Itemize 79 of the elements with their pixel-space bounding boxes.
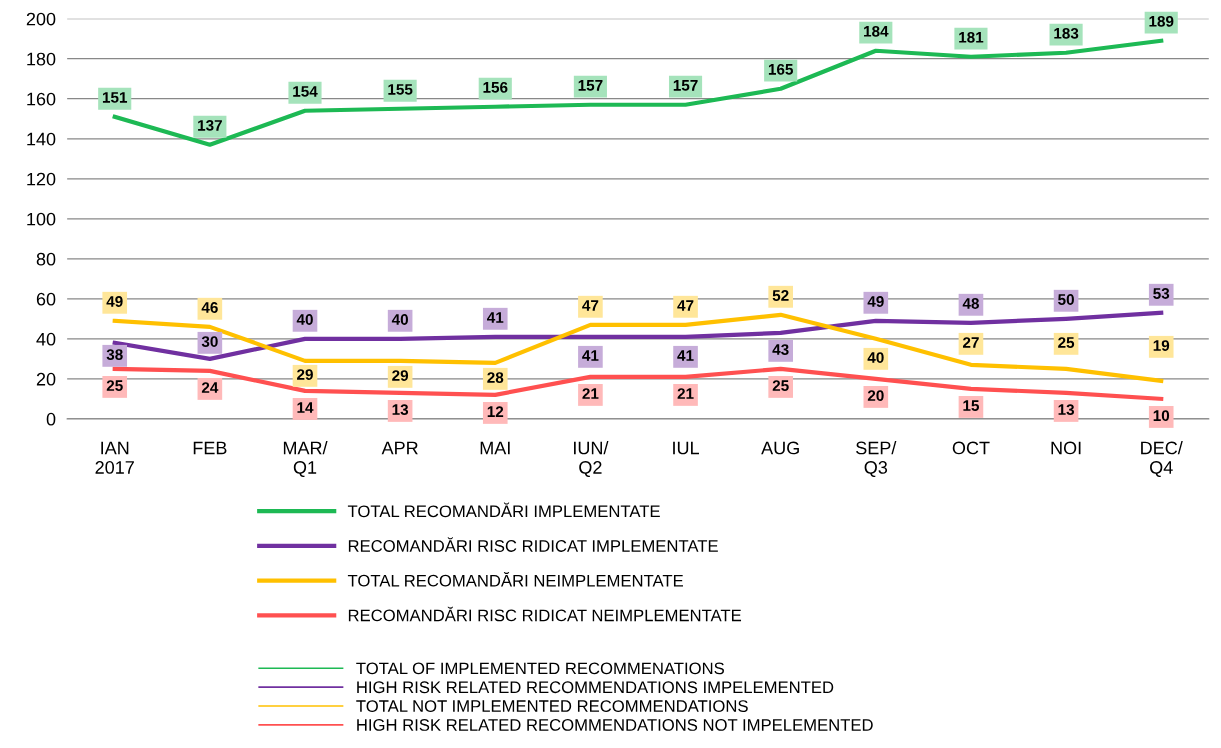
y-tick-label: 40 (36, 332, 56, 346)
y-tick-label: 20 (36, 372, 56, 386)
data-label: 154 (293, 86, 318, 97)
data-label: 25 (772, 380, 789, 392)
data-label: 29 (392, 370, 409, 381)
y-tick-label: 120 (27, 172, 56, 186)
data-label: 25 (106, 380, 123, 392)
legend-label: RECOMANDĂRI RISC RIDICAT IMPLEMENTATE (348, 537, 718, 552)
data-label: 38 (106, 349, 123, 360)
legend-label: TOTAL RECOMANDĂRI IMPLEMENTATE (347, 502, 660, 518)
x-tick-label: OCT (952, 441, 990, 455)
x-tick-label: IUL (673, 441, 699, 455)
y-tick-label: 140 (27, 132, 56, 146)
data-label: 19 (1153, 340, 1170, 351)
x-tick-label: MAI (480, 441, 510, 455)
x-tick-label: IUN/ Q2 (574, 441, 609, 478)
data-label: 29 (297, 369, 313, 380)
data-label: 40 (391, 314, 408, 325)
data-label: 13 (392, 404, 409, 416)
text: TOTAL NOT IMPLEMENTED RECOMMENDATIONS (356, 700, 748, 712)
data-label: 151 (102, 92, 128, 103)
y-tick-label: 100 (27, 212, 56, 226)
text: HIGH RISK RELATED RECOMMENDATIONS NOT IMPELEMENTED (357, 719, 873, 731)
data-label: 27 (962, 337, 979, 348)
y-tick-label: 0 (46, 412, 56, 426)
data-label: 41 (582, 350, 599, 361)
data-label: 41 (677, 350, 694, 361)
data-label: 46 (201, 302, 218, 313)
x-tick-label: NOI (1051, 441, 1081, 455)
data-label: 157 (578, 80, 603, 91)
data-label: 20 (867, 390, 884, 402)
data-label: 24 (201, 382, 219, 393)
data-label: 156 (483, 81, 508, 93)
x-tick-label: AUG (761, 441, 799, 455)
x-tick-label: IAN 2017 (95, 441, 134, 474)
data-label: 40 (867, 352, 884, 363)
data-label: 12 (487, 406, 504, 417)
data-label: 41 (487, 312, 504, 323)
y-tick-label: 160 (27, 92, 56, 106)
data-label: 15 (963, 400, 980, 412)
y-tick-label: 200 (26, 12, 56, 26)
data-label: 28 (487, 372, 504, 383)
y-tick-label: 180 (27, 52, 56, 66)
data-label: 48 (962, 298, 979, 309)
data-label: 181 (959, 31, 984, 43)
data-label: 47 (677, 300, 694, 311)
data-label: 53 (1153, 288, 1170, 299)
data-label: 165 (768, 63, 793, 75)
text: HIGH RISK RELATED RECOMMENDATIONS IMPELEMENTED (357, 681, 834, 694)
x-tick-label: APR (381, 441, 418, 455)
data-label: 155 (388, 84, 413, 95)
data-label: 21 (677, 388, 694, 399)
data-label: 52 (772, 290, 789, 301)
data-label: 49 (106, 296, 123, 307)
data-label: 40 (296, 314, 313, 325)
data-label: 47 (582, 300, 599, 311)
data-label: 30 (201, 336, 218, 347)
data-label: 184 (864, 25, 889, 37)
data-label: 10 (1153, 410, 1170, 422)
data-label: 21 (582, 388, 599, 399)
legend-label: TOTAL RECOMANDĂRI NEIMPLEMENTATE (347, 571, 683, 587)
data-label: 137 (198, 119, 222, 131)
data-label: 183 (1054, 27, 1079, 39)
x-tick-label: SEP/ Q3 (856, 441, 897, 478)
data-label: 157 (673, 80, 698, 91)
text: TOTAL OF IMPLEMENTED RECOMMENATIONS (356, 662, 724, 675)
y-tick-label: 80 (36, 252, 56, 266)
data-label: 43 (772, 344, 789, 355)
x-tick-label: DEC/ Q4 (1141, 441, 1183, 478)
data-label: 14 (297, 402, 314, 413)
data-label: 50 (1058, 294, 1074, 305)
data-label: 189 (1149, 15, 1174, 27)
legend-label: RECOMANDĂRI RISC RIDICAT NEIMPLEMENTATE (348, 606, 742, 622)
data-label: 25 (1058, 337, 1075, 348)
data-label: 13 (1058, 404, 1075, 416)
x-tick-label: FEB (193, 441, 227, 455)
y-tick-label: 60 (36, 292, 56, 306)
x-tick-label: MAR/ Q1 (283, 441, 328, 478)
data-label: 49 (867, 296, 884, 307)
